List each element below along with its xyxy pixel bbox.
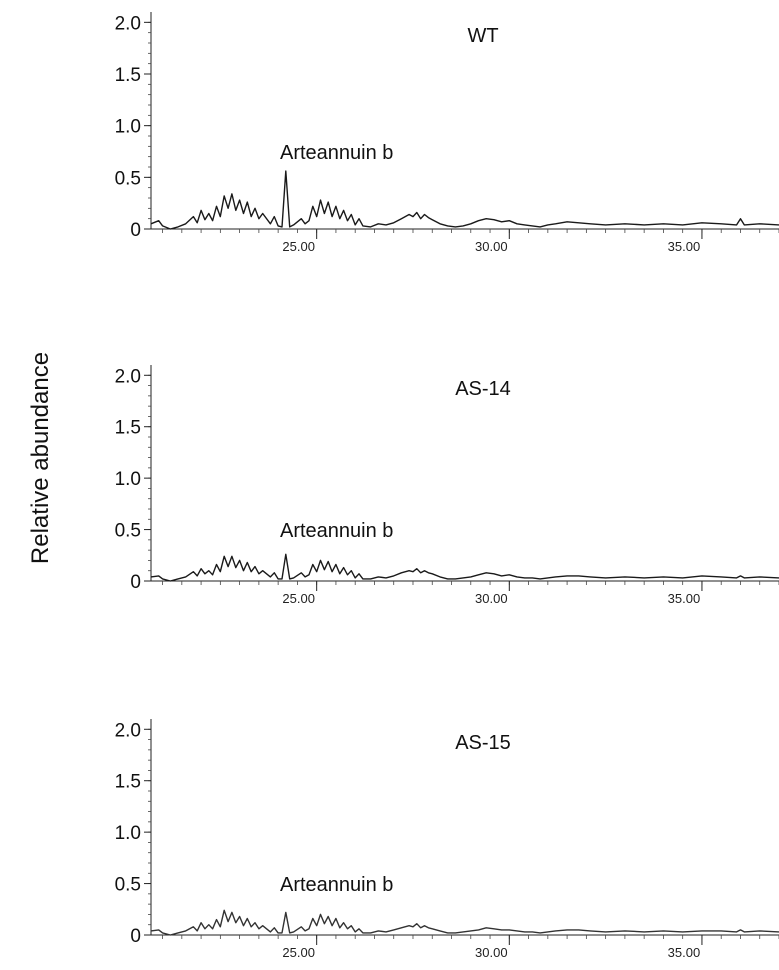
x-tick-label: 35.00 (668, 945, 701, 960)
panel-title: WT (467, 25, 498, 47)
panel-wt: 0 0.5 1.0 1.5 2.0 25.00 30.00 35.00 WT Arteannuin… (115, 12, 779, 254)
y-tick-label: 1.5 (115, 772, 141, 793)
y-tick-label: 1.5 (115, 418, 141, 439)
x-tick-label: 35.00 (668, 239, 701, 254)
panel-title: AS-14 (455, 378, 511, 400)
y-tick-label: 1.0 (115, 117, 141, 138)
y-tick-label: 0.5 (115, 521, 141, 542)
y-tick-label: 1.5 (115, 65, 141, 86)
x-tick-label: 30.00 (475, 945, 508, 960)
chromatogram-trace (150, 170, 779, 230)
chromatogram-trace (150, 553, 779, 582)
panel-as-15: 0 0.5 1.0 1.5 2.0 25.00 30.00 35.00 AS-15 Arteann… (115, 719, 779, 960)
y-tick-label: 0 (130, 220, 141, 241)
y-tick-label: 1.0 (115, 823, 141, 844)
chromatogram-trace (150, 909, 779, 936)
panel-title: AS-15 (455, 732, 511, 754)
x-tick-label: 25.00 (282, 239, 315, 254)
peak-annotation: Arteannuin b (280, 520, 393, 542)
y-axis-label: Relative abundance (27, 352, 54, 564)
peak-annotation: Arteannuin b (280, 874, 393, 896)
y-tick-label: 2.0 (115, 720, 141, 741)
peak-annotation: Arteannuin b (280, 142, 393, 164)
y-tick-label: 0.5 (115, 875, 141, 896)
y-tick-label: 0 (130, 572, 141, 593)
y-tick-label: 2.0 (115, 13, 141, 34)
y-tick-label: 0 (130, 926, 141, 947)
y-tick-label: 0.5 (115, 168, 141, 189)
x-tick-label: 35.00 (668, 591, 701, 606)
x-tick-label: 30.00 (475, 591, 508, 606)
x-tick-label: 25.00 (282, 945, 315, 960)
y-tick-label: 2.0 (115, 366, 141, 387)
x-tick-label: 25.00 (282, 591, 315, 606)
panel-as-14: 0 0.5 1.0 1.5 2.0 25.00 30.00 35.00 AS-14 Arteann… (115, 365, 779, 606)
y-tick-label: 1.0 (115, 469, 141, 490)
x-tick-label: 30.00 (475, 239, 508, 254)
